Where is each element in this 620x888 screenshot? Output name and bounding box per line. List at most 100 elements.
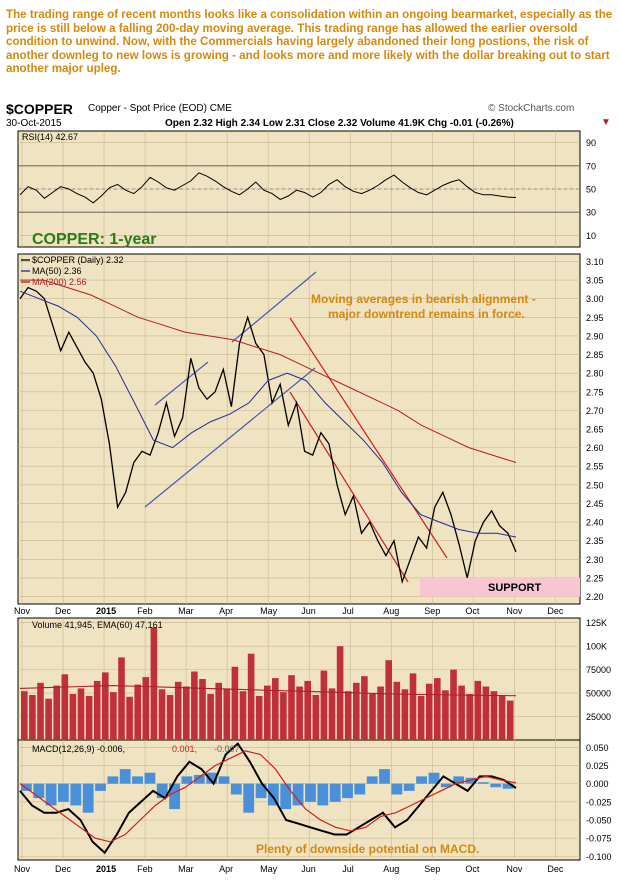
volume-bar (288, 675, 295, 740)
macd-histogram-bar (366, 776, 378, 784)
volume-bar (490, 691, 498, 740)
macd-histogram-bar (416, 776, 427, 784)
volume-bar (296, 686, 303, 740)
x-tick-label: Jun (301, 606, 316, 616)
attribution-text[interactable]: © StockCharts.com (488, 103, 575, 114)
volume-bar (458, 685, 465, 740)
x-tick-label: Jul (342, 864, 354, 874)
y-tick-label: 10 (586, 231, 596, 241)
y-tick-label: -0.075 (586, 834, 612, 844)
macd-histogram-bar (156, 783, 168, 799)
volume-bar (207, 694, 214, 740)
x-tick-label: Nov (506, 864, 523, 874)
volume-bar (126, 696, 133, 740)
volume-bar (150, 627, 158, 740)
chart-date: 30-Oct-2015 (6, 118, 62, 129)
macd-histogram-bar (453, 776, 465, 784)
volume-bar (166, 695, 174, 740)
y-tick-label: 2.35 (586, 536, 604, 546)
y-tick-label: 0.050 (586, 743, 609, 753)
y-tick-label: 2.70 (586, 406, 604, 416)
y-tick-label: 2.50 (586, 480, 604, 490)
macd-histogram-bar (33, 783, 45, 799)
volume-bar (474, 680, 482, 740)
x-tick-label: Dec (547, 606, 564, 616)
volume-bar (336, 646, 344, 740)
x-tick-label: Feb (137, 606, 153, 616)
volume-bar (102, 672, 109, 740)
x-tick-label: Dec (55, 864, 72, 874)
y-tick-label: 2.60 (586, 443, 604, 453)
x-tick-label: Feb (137, 864, 153, 874)
volume-bar (442, 690, 449, 740)
volume-bar (425, 683, 433, 740)
uptrend-channel-upper-1 (154, 361, 209, 406)
volume-bar (191, 671, 198, 740)
down-arrow-icon: ▼ (601, 117, 611, 128)
y-tick-label: 2.30 (586, 555, 604, 565)
macd-histogram-bar (379, 769, 390, 784)
volume-bar (272, 678, 279, 740)
y-tick-label: 0.025 (586, 761, 609, 771)
y-tick-label: 3.00 (586, 294, 604, 304)
instrument-name: Copper - Spot Price (EOD) CME (88, 103, 232, 114)
volume-bar (110, 692, 117, 740)
volume-bar (69, 694, 77, 740)
macd-histogram-bar (502, 783, 514, 789)
y-tick-label: 25000 (586, 712, 611, 722)
rsi-line (19, 172, 517, 204)
ma200-line (20, 279, 517, 463)
macd-histogram-bar (292, 783, 304, 806)
macd-histogram-bar (95, 783, 106, 791)
volume-bar (45, 698, 52, 740)
macd-histogram-bar (107, 776, 119, 784)
y-tick-label: 2.95 (586, 313, 604, 323)
macd-histogram-bar (268, 783, 279, 806)
ma200-legend: MA(200) 2.56 (32, 277, 87, 287)
x-tick-label: Dec (55, 606, 72, 616)
y-tick-label: 75000 (586, 665, 611, 675)
price-annotation-line-2: major downtrend remains in force. (328, 307, 525, 321)
x-tick-label: Sep (424, 606, 440, 616)
signal-legend: 0.001, (172, 744, 197, 754)
volume-bar (85, 695, 93, 740)
y-tick-label: 50000 (586, 689, 611, 699)
y-tick-label: 2.45 (586, 499, 604, 509)
ma50-legend: MA(50) 2.36 (32, 266, 82, 276)
macd-histogram-bar (255, 783, 267, 799)
support-zone (420, 577, 580, 597)
x-tick-label: Apr (219, 864, 233, 874)
macd-histogram-bar (440, 783, 452, 788)
macd-histogram-bar (82, 783, 94, 813)
y-tick-label: 2.65 (586, 425, 604, 435)
quote-summary: Open 2.32 High 2.34 Low 2.31 Close 2.32 … (165, 118, 514, 129)
uptrend-channel-upper-2 (231, 271, 317, 343)
macd-histogram-bar (329, 783, 341, 802)
volume-bar (344, 691, 352, 740)
macd-histogram-bar (132, 776, 143, 784)
x-tick-label: May (260, 606, 278, 616)
y-tick-label: 100K (586, 642, 607, 652)
uptrend-channel-lower (144, 367, 316, 508)
price-chart-title: COPPER: 1-year (32, 231, 157, 248)
volume-bar (280, 692, 287, 740)
y-tick-label: 2.90 (586, 331, 604, 341)
x-tick-label: Jul (342, 606, 354, 616)
y-tick-label: 2.85 (586, 350, 604, 360)
volume-bar (506, 700, 514, 740)
y-tick-label: 3.10 (586, 257, 604, 267)
macd-histogram-bar (317, 783, 329, 806)
volume-bar (466, 694, 473, 740)
volume-bar (385, 660, 392, 740)
volume-bar (312, 695, 320, 740)
y-tick-label: -0.050 (586, 816, 612, 826)
macd-histogram-bar (490, 783, 502, 788)
y-tick-label: 0.000 (586, 779, 609, 789)
x-tick-label: Dec (547, 864, 564, 874)
x-tick-label: Nov (14, 864, 31, 874)
price-legend: $COPPER (Daily) 2.32 (32, 255, 124, 265)
macd-histogram-bar (354, 783, 366, 795)
volume-bar (158, 689, 166, 740)
volume-bar (264, 685, 271, 740)
